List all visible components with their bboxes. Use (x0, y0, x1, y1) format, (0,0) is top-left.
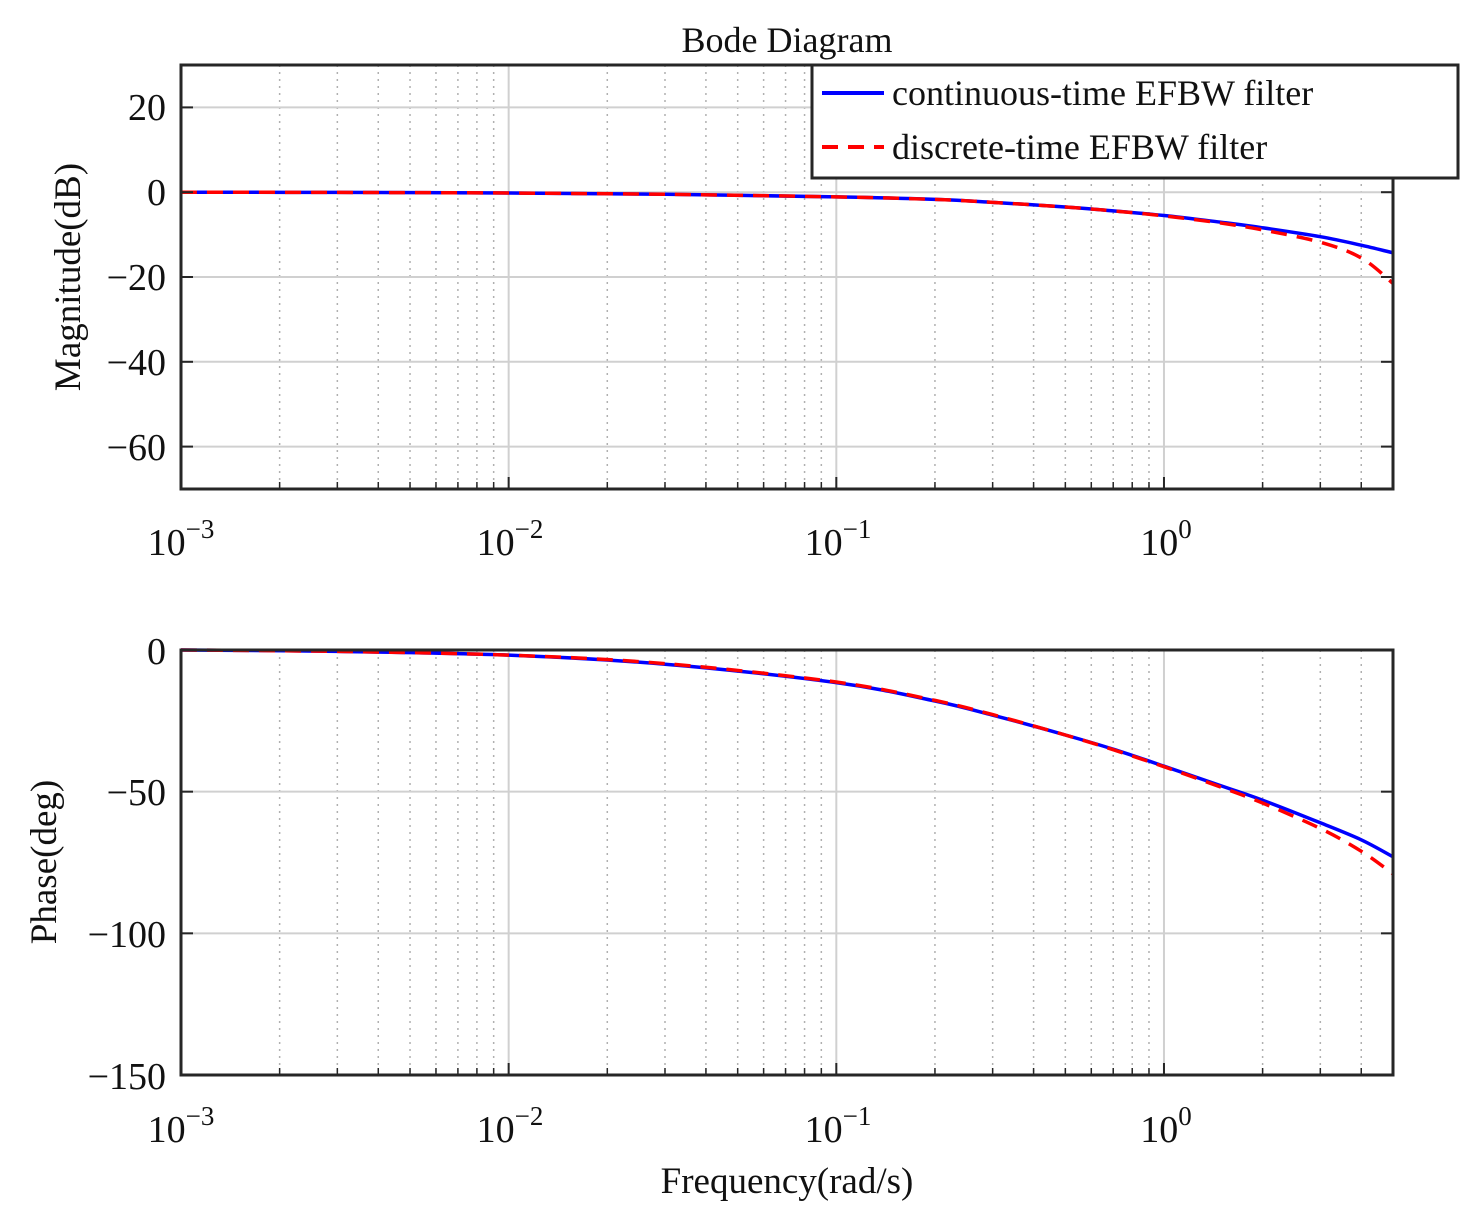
phase-discrete-line (180, 648, 1395, 876)
y-tick-label: −60 (107, 427, 166, 469)
phase-x-tick-labels: 10−3 10−2 10−1 100 (148, 1101, 1192, 1151)
x-tick-label: 10−1 (805, 1101, 872, 1151)
magnitude-panel: 20 0 −20 −40 −60 10−3 10−2 10−1 100 Bode… (48, 20, 1460, 564)
y-tick-label: −150 (88, 1056, 166, 1098)
x-tick-label: 10−2 (477, 514, 544, 564)
chart-title: Bode Diagram (682, 20, 893, 60)
x-tick-label: 10−1 (805, 514, 872, 564)
magnitude-x-tick-labels: 10−3 10−2 10−1 100 (148, 514, 1192, 564)
y-tick-label: −50 (107, 772, 166, 814)
x-tick-label: 10−3 (148, 514, 215, 564)
y-tick-label: −40 (107, 342, 166, 384)
legend-box (810, 63, 1460, 180)
phase-panel: 0 −50 −100 −150 10−3 10−2 10−1 100 Phase… (24, 631, 1395, 1202)
phase-tick-marks (181, 649, 1393, 1076)
y-tick-label: 0 (147, 631, 166, 673)
x-tick-label: 100 (1140, 514, 1192, 564)
y-tick-label: −100 (88, 914, 166, 956)
legend-entry-discrete: discrete-time EFBW filter (892, 127, 1267, 167)
legend: continuous-time EFBW filter discrete-tim… (810, 63, 1460, 180)
x-axis-label: Frequency(rad/s) (661, 1161, 914, 1202)
legend-entry-continuous: continuous-time EFBW filter (892, 73, 1313, 113)
magnitude-tick-marks (181, 106, 1393, 489)
phase-y-tick-labels: 0 −50 −100 −150 (88, 631, 166, 1098)
y-tick-label: 20 (128, 87, 166, 129)
phase-series (180, 648, 1395, 876)
magnitude-discrete-line (180, 190, 1395, 285)
magnitude-series (180, 190, 1395, 285)
phase-axes-box (179, 648, 1395, 1077)
x-tick-label: 10−2 (477, 1101, 544, 1151)
y-tick-label: −20 (107, 257, 166, 299)
x-tick-label: 10−3 (148, 1101, 215, 1151)
x-tick-label: 100 (1140, 1101, 1192, 1151)
y-tick-label: 0 (147, 172, 166, 214)
phase-y-axis-label: Phase(deg) (24, 780, 65, 944)
magnitude-y-axis-label: Magnitude(dB) (48, 163, 89, 391)
phase-plot-area (181, 650, 1393, 1075)
magnitude-y-tick-labels: 20 0 −20 −40 −60 (107, 87, 166, 469)
